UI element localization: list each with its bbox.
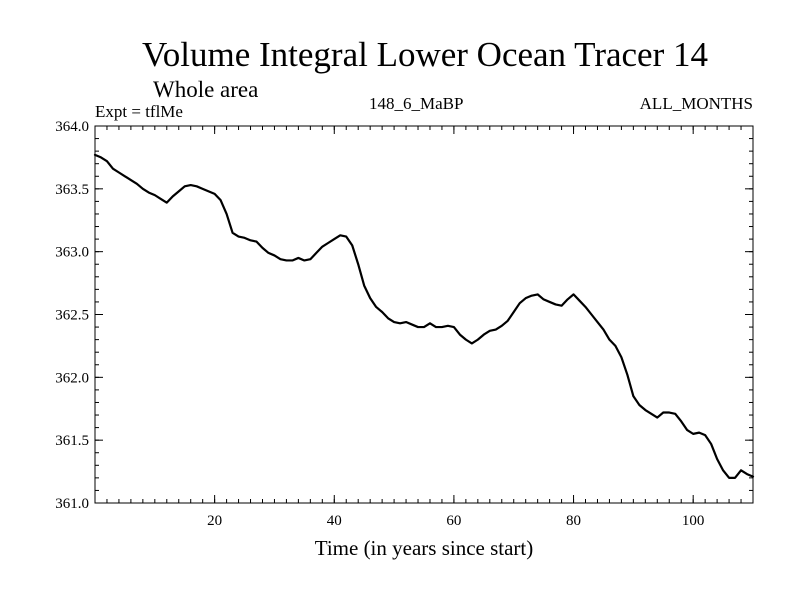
- run-label: 148_6_MaBP: [369, 94, 463, 113]
- x-tick-label: 40: [327, 513, 342, 529]
- y-tick-label: 364.0: [55, 119, 89, 135]
- x-tick-label: 20: [207, 513, 222, 529]
- chart-title: Volume Integral Lower Ocean Tracer 14: [142, 35, 708, 74]
- x-tick-label: 60: [446, 513, 461, 529]
- x-tick-label: 80: [566, 513, 581, 529]
- y-tick-label: 361.5: [55, 433, 89, 449]
- x-axis: 20 40 60 80 100: [106, 126, 742, 529]
- y-tick-label: 363.0: [55, 245, 89, 261]
- y-tick-label: 362.0: [55, 370, 89, 386]
- plot-frame: [94, 125, 754, 504]
- y-tick-label: 363.5: [55, 182, 89, 198]
- y-tick-label: 361.0: [55, 496, 89, 512]
- experiment-label: Expt = tflMe: [95, 102, 183, 121]
- season-label: ALL_MONTHS: [640, 94, 753, 113]
- series-line-tracer-14: [93, 153, 755, 479]
- x-tick-label: 100: [682, 513, 705, 529]
- chart-subtitle: Whole area: [153, 77, 258, 102]
- y-tick-label: 362.5: [55, 308, 89, 324]
- x-axis-label: Time (in years since start): [315, 536, 534, 560]
- y-axis: 361.0 361.5 362.0 362.5 363.0 363.5 364.0: [55, 119, 753, 512]
